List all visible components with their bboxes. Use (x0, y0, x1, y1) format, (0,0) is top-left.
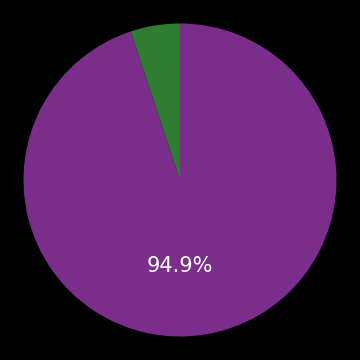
Wedge shape (23, 23, 337, 337)
Text: 94.9%: 94.9% (147, 256, 213, 276)
Wedge shape (131, 23, 180, 180)
